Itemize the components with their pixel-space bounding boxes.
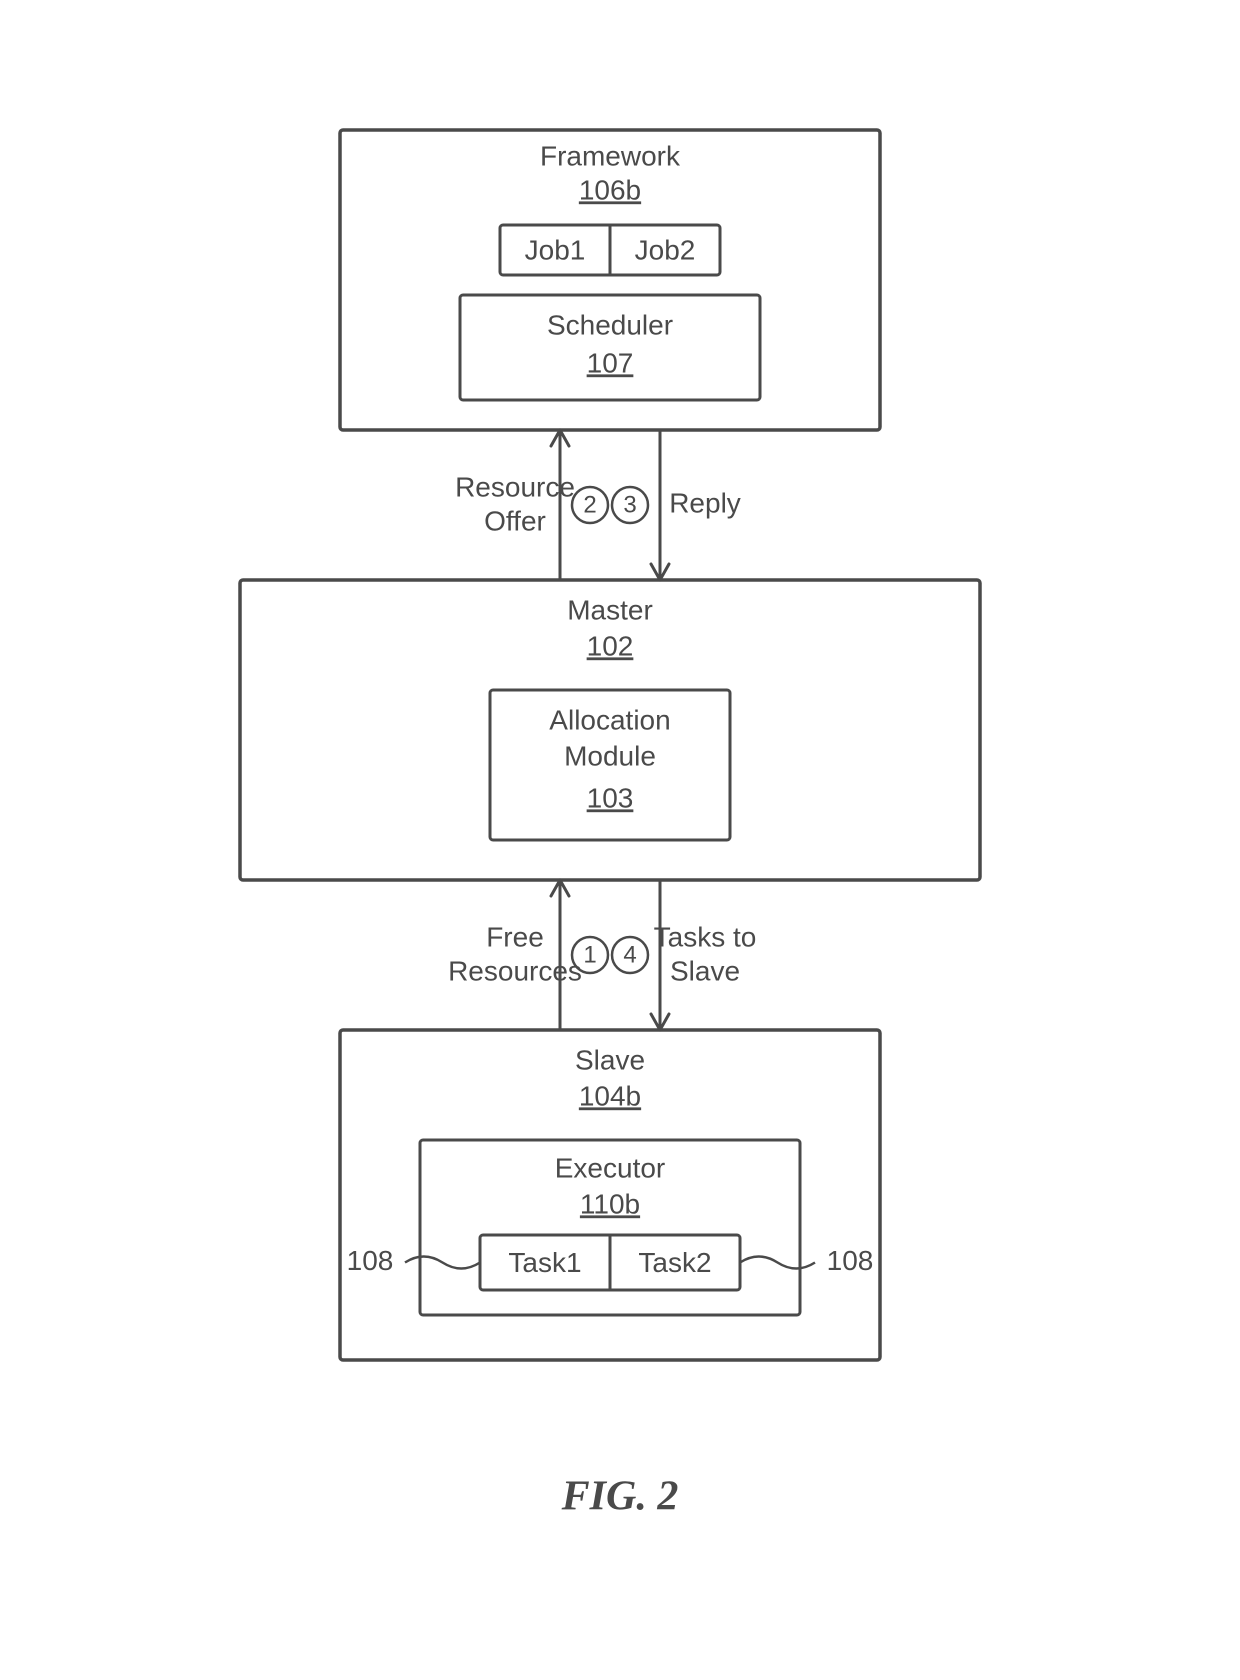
- scheduler-title: Scheduler: [547, 309, 673, 340]
- figure-caption: FIG. 2: [561, 1474, 679, 1520]
- framework-ref: 106b: [579, 174, 641, 205]
- framework-title: Framework: [540, 140, 681, 171]
- executor-title: Executor: [555, 1152, 666, 1183]
- arrow-label-lower_down-2: Slave: [670, 955, 740, 986]
- master-ref: 102: [587, 630, 634, 661]
- step-number-1: 1: [583, 941, 596, 968]
- alloc-title1: Allocation: [549, 704, 670, 735]
- arrow-label-lower_down-1: Tasks to: [654, 921, 757, 952]
- step-number-2: 2: [583, 491, 596, 518]
- task-ref-108-left: 108: [347, 1245, 394, 1276]
- arrow-label-lower_up-2: Resources: [448, 955, 582, 986]
- arrow-label-lower_up-1: Free: [486, 921, 544, 952]
- slave-title: Slave: [575, 1044, 645, 1075]
- job1-label: Job1: [525, 234, 586, 265]
- master-title: Master: [567, 594, 653, 625]
- alloc-title2: Module: [564, 740, 656, 771]
- task-ref-108-right: 108: [827, 1245, 874, 1276]
- job2-label: Job2: [635, 234, 696, 265]
- arrow-label-upper_down-1: Reply: [669, 487, 741, 518]
- alloc-ref: 103: [587, 782, 634, 813]
- task1-label: Task1: [508, 1247, 581, 1278]
- executor-ref: 110b: [580, 1188, 640, 1219]
- task2-label: Task2: [638, 1247, 711, 1278]
- scheduler-ref: 107: [587, 347, 634, 378]
- step-number-4: 4: [623, 941, 636, 968]
- lead-line-108-right: [740, 1257, 815, 1269]
- step-number-3: 3: [623, 491, 636, 518]
- arrow-label-upper_up-2: Offer: [484, 505, 546, 536]
- lead-line-108-left: [405, 1257, 480, 1269]
- arrow-label-upper_up-1: Resource: [455, 471, 575, 502]
- slave-ref: 104b: [579, 1080, 641, 1111]
